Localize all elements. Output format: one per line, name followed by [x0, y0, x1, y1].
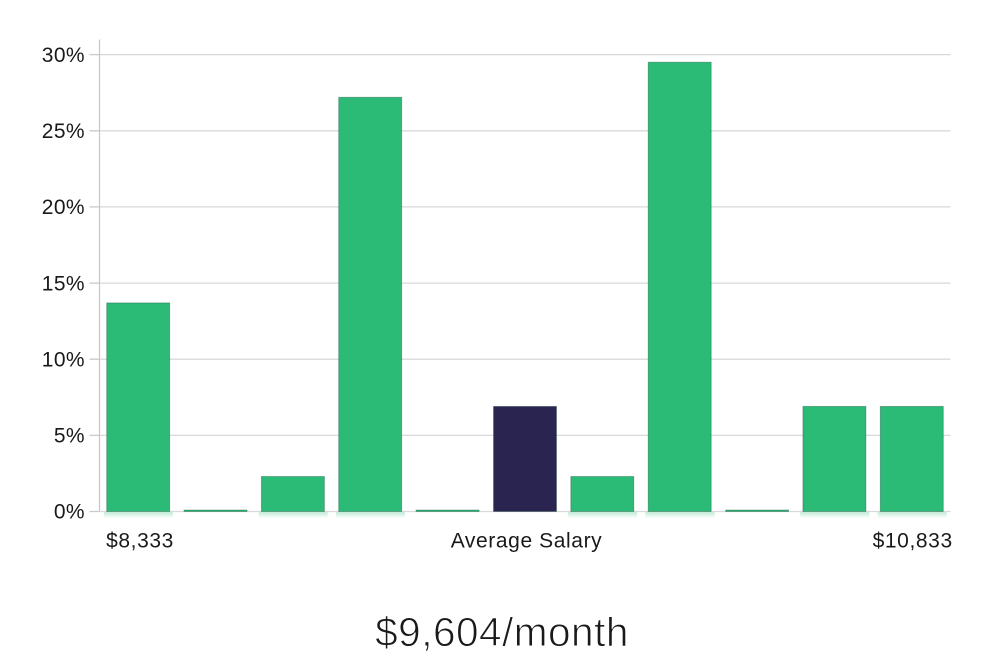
svg-text:$9,604/month: $9,604/month: [375, 609, 629, 655]
svg-text:15%: 15%: [42, 272, 85, 295]
svg-text:0%: 0%: [54, 501, 85, 524]
svg-text:10%: 10%: [42, 348, 85, 371]
svg-text:5%: 5%: [54, 425, 85, 448]
svg-text:30%: 30%: [42, 44, 85, 67]
svg-text:Average Salary: Average Salary: [451, 530, 603, 553]
svg-text:$8,333: $8,333: [106, 530, 174, 553]
svg-text:20%: 20%: [42, 196, 85, 219]
svg-text:25%: 25%: [42, 120, 85, 143]
svg-text:$10,833: $10,833: [873, 530, 953, 553]
